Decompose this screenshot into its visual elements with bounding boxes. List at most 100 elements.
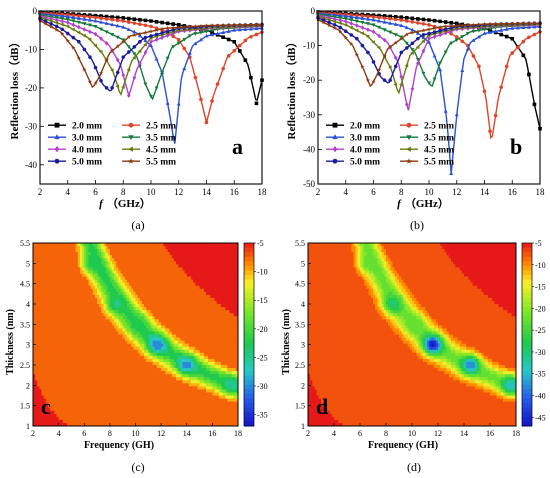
heatmap-cell: [118, 316, 121, 320]
heatmap-cell: [37, 249, 40, 253]
heatmap-cell: [156, 300, 160, 305]
heatmap-cell: [86, 407, 89, 412]
heatmap-cell: [152, 389, 156, 393]
heatmap-cell: [120, 374, 124, 378]
heatmap-cell: [41, 249, 45, 253]
heatmap-cell: [54, 334, 57, 338]
heatmap-cell: [137, 389, 141, 393]
heatmap-cell: [146, 264, 149, 268]
heatmap-cell: [146, 401, 149, 406]
heatmap-cell: [144, 371, 147, 375]
heatmap-cell: [58, 361, 62, 366]
heatmap-cell: [144, 273, 147, 277]
heatmap-cell: [43, 349, 47, 354]
heatmap-cell: [154, 291, 158, 296]
heatmap-cell: [41, 264, 45, 268]
heatmap-cell: [77, 368, 81, 372]
heatmap-cell: [161, 365, 164, 369]
heatmap-cell: [141, 325, 145, 329]
heatmap-cell: [146, 419, 149, 424]
heatmap-cell: [122, 404, 126, 409]
heatmap-cell: [37, 297, 40, 302]
heatmap-cell: [146, 285, 149, 290]
heatmap-cell: [107, 310, 111, 314]
heatmap-cell: [126, 246, 130, 250]
heatmap-cell: [154, 343, 158, 348]
heatmap-cell: [41, 316, 45, 320]
heatmap-cell: [54, 304, 57, 308]
heatmap-cell: [39, 267, 42, 271]
heatmap-cell: [146, 386, 149, 390]
heatmap-cell: [158, 404, 162, 409]
heatmap-cell: [148, 346, 151, 351]
heatmap-cell: [86, 288, 89, 293]
heatmap-cell: [146, 358, 149, 363]
heatmap-cell: [54, 374, 57, 378]
heatmap-cell: [146, 377, 149, 381]
heatmap-cell: [126, 291, 130, 296]
heatmap-cell: [77, 304, 81, 308]
heatmap-cell: [97, 349, 100, 354]
heatmap-cell: [39, 316, 42, 320]
heatmap-cell: [158, 313, 162, 317]
heatmap-cell: [33, 343, 36, 348]
heatmap-cell: [73, 392, 77, 396]
heatmap-cell: [37, 386, 40, 390]
heatmap-cell: [107, 392, 111, 396]
legend-marker-0: [332, 122, 338, 128]
heatmap-cell: [135, 419, 139, 424]
heatmap-cell: [158, 331, 162, 335]
heatmap-cell: [118, 352, 121, 357]
heatmap-cell: [90, 352, 94, 357]
heatmap-cell: [129, 337, 132, 341]
heatmap-cell: [109, 395, 113, 399]
heatmap-cell: [101, 285, 104, 290]
heatmap-cell: [120, 325, 124, 329]
heatmap-cell: [65, 285, 68, 290]
heatmap-cell: [33, 380, 36, 384]
heatmap-cell: [77, 322, 81, 326]
heatmap-cell: [69, 300, 72, 305]
heatmap-cell: [144, 325, 147, 329]
heatmap-cell: [79, 361, 83, 366]
heatmap-cell: [139, 392, 143, 396]
heatmap-cell: [92, 276, 96, 280]
heatmap-cell: [112, 273, 115, 277]
heatmap-cell: [94, 346, 98, 351]
heatmap-cell: [90, 319, 94, 323]
heatmap-cell: [163, 273, 166, 277]
heatmap-cell: [129, 407, 132, 412]
heatmap-cell: [77, 279, 81, 284]
heatmap-cell: [88, 377, 92, 381]
heatmap-cell: [41, 325, 45, 329]
legend-marker-3: [406, 135, 412, 141]
heatmap-cell: [67, 416, 70, 421]
heatmap-cell: [52, 304, 55, 308]
heatmap-cell: [116, 294, 119, 299]
heatmap-cell: [75, 294, 79, 299]
heatmap-cell: [73, 261, 77, 265]
heatmap-cell: [152, 398, 156, 402]
heatmap-cell: [133, 413, 136, 418]
heatmap-cell: [82, 255, 85, 259]
heatmap-cell: [139, 343, 143, 348]
heatmap-cell: [45, 282, 49, 287]
heatmap-cell: [67, 343, 70, 348]
heatmap-cell: [122, 407, 126, 412]
heatmap-cell: [148, 319, 151, 323]
heatmap-cell: [146, 346, 149, 351]
heatmap-cell: [52, 419, 55, 424]
heatmap-cell: [150, 328, 153, 332]
heatmap-cell: [99, 365, 102, 369]
heatmap-cell: [79, 297, 83, 302]
heatmap-cell: [75, 337, 79, 341]
heatmap-cell: [86, 279, 89, 284]
legend-label-6: 5.0 mm: [72, 158, 102, 168]
heatmap-cell: [75, 404, 79, 409]
heatmap-cell: [161, 352, 164, 357]
heatmap-cell: [135, 249, 139, 253]
heatmap-cell: [77, 413, 81, 418]
heatmap-cell: [50, 264, 53, 268]
heatmap-cell: [39, 279, 42, 284]
heatmap-cell: [43, 361, 47, 366]
